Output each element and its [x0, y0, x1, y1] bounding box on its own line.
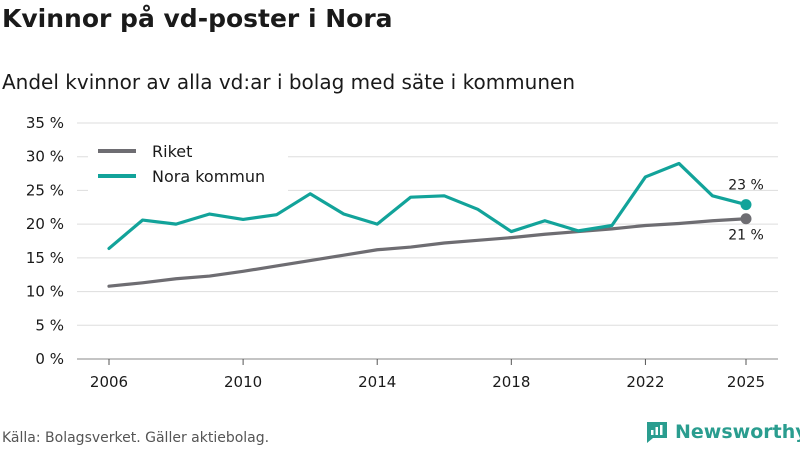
x-tick-label: 2018 — [492, 373, 530, 391]
y-tick-label: 0 % — [35, 350, 64, 368]
y-tick-label: 30 % — [26, 148, 64, 166]
series-line-riket — [107, 217, 748, 288]
x-tick-label: 2010 — [224, 373, 262, 391]
x-tick-label: 2006 — [90, 373, 128, 391]
end-label-nora: 23 % — [728, 178, 764, 194]
y-tick-label: 35 % — [26, 114, 64, 132]
source-note: Källa: Bolagsverket. Gäller aktiebolag. — [2, 430, 270, 446]
y-tick-label: 15 % — [26, 249, 64, 267]
legend-label-riket: Riket — [152, 142, 192, 161]
series-line-nora — [107, 161, 748, 251]
y-tick-label: 20 % — [26, 215, 64, 233]
x-tick-label: 2025 — [727, 373, 765, 391]
chart-title: Kvinnor på vd-poster i Nora — [2, 4, 393, 33]
y-tick-label: 10 % — [26, 283, 64, 301]
end-point-riket — [740, 213, 752, 225]
legend-box — [88, 135, 288, 193]
x-tick-label: 2022 — [626, 373, 664, 391]
newsworthy-logo: Newsworthy — [645, 420, 800, 444]
end-label-riket: 21 % — [728, 228, 764, 244]
x-tick-label: 2014 — [358, 373, 396, 391]
y-tick-label: 5 % — [35, 316, 64, 334]
brand-name: Newsworthy — [675, 421, 800, 443]
end-point-nora — [740, 199, 752, 211]
legend-label-nora: Nora kommun — [152, 167, 265, 186]
newsworthy-logo-icon — [647, 422, 667, 443]
y-tick-label: 25 % — [26, 181, 64, 199]
chart-subtitle: Andel kvinnor av alla vd:ar i bolag med … — [2, 70, 575, 94]
